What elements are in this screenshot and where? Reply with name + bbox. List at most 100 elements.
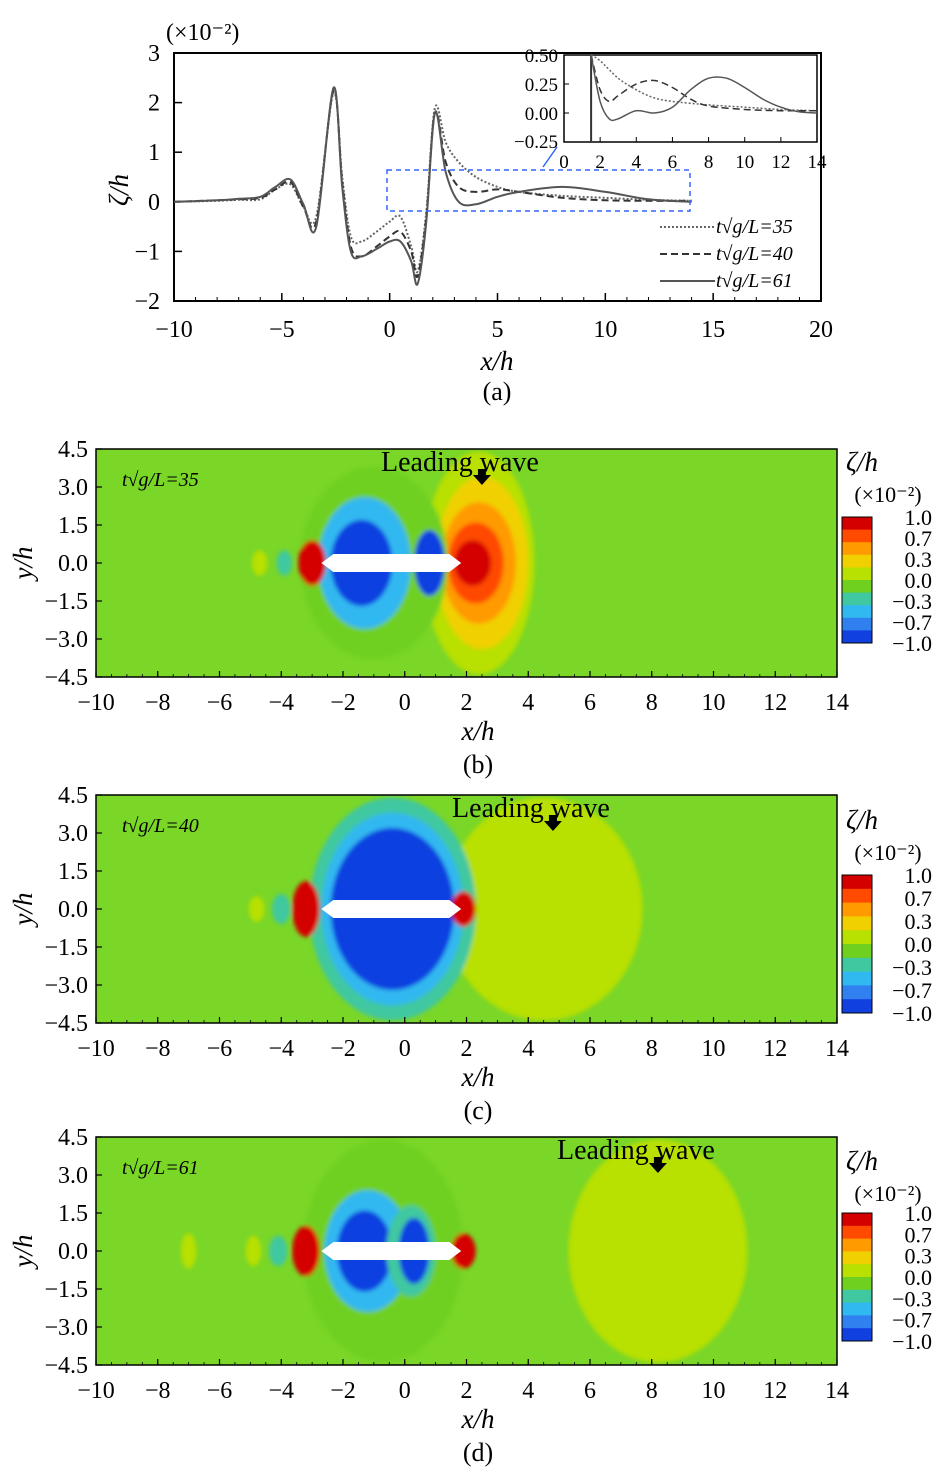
contour-blob: [451, 1233, 476, 1269]
colorbar-label: −1.0: [892, 1001, 932, 1026]
contour-time-label: t√g/L=40: [122, 815, 199, 837]
colorbar-swatch: [842, 888, 872, 904]
contour-blobs: [251, 451, 535, 675]
colorbar-swatch: [842, 1213, 872, 1227]
contour-x-tick-label: −2: [330, 690, 356, 716]
panel-a-x-tick-label: 5: [492, 317, 504, 343]
contour-ylabel: y/h: [8, 893, 38, 929]
contour-y-tick-label: 0.0: [58, 1239, 88, 1265]
colorbar-swatch: [842, 916, 872, 931]
contour-y-tick-label: −1.5: [44, 935, 88, 961]
leading-wave-arrow: [648, 1157, 667, 1173]
contour-y-tick-label: 3.0: [58, 821, 88, 847]
inset-y-ticks: 0.50 0.25 0.00 −0.25: [514, 46, 569, 153]
contour-y-tick-label: 0.0: [58, 897, 88, 923]
legend-label-61: t√g/L=61: [716, 270, 793, 292]
colorbar-swatch: [842, 1302, 872, 1316]
inset-frame: [563, 54, 818, 143]
inset-x-tick-label: 0: [559, 152, 569, 173]
panel-a-ylabel: ζ/h: [104, 174, 134, 206]
colorbar-label: −0.3: [892, 1286, 932, 1311]
contour-y-tick-label: 0.0: [58, 551, 88, 577]
contour-y-tick-label: 4.5: [58, 783, 88, 809]
panel-a-zoom-box: [386, 169, 691, 212]
colorbar-swatch: [842, 617, 872, 631]
colorbar-swatch: [842, 1225, 872, 1240]
contour-y-tick-label: 1.5: [58, 1201, 88, 1227]
colorbar-swatch: [842, 592, 872, 606]
contour-x-tick-label: 10: [702, 1378, 726, 1404]
panel-a-y-tick-label: −2: [134, 289, 160, 315]
colorbar-label: 1.0: [905, 1201, 933, 1226]
contour-y-tick-label: −1.5: [44, 1277, 88, 1303]
contour-field: [180, 1139, 748, 1363]
inset-x-tick-label: 6: [668, 152, 678, 173]
colorbar-swatch: [842, 529, 872, 543]
contour-y-tick-label: −3.0: [44, 973, 88, 999]
colorbar-label: −0.3: [892, 589, 932, 614]
inset-x-tick-label: 2: [595, 152, 605, 173]
contour-caption: (c): [464, 1096, 493, 1125]
ship-hull: [321, 554, 462, 572]
contour-x-tick-label: 14: [825, 1378, 849, 1404]
inset-x-tick-label: 12: [771, 152, 790, 173]
contour-x-tick-label: −8: [145, 690, 171, 716]
contour-x-tick-label: 14: [825, 1036, 849, 1062]
colorbar-label: 0.0: [905, 932, 933, 957]
contour-y-tick-label: −4.5: [44, 1353, 88, 1379]
inset-y-tick-label: 0.50: [525, 46, 558, 67]
colorbar-label: 0.7: [905, 886, 933, 911]
contour-y-tick-label: 3.0: [58, 475, 88, 501]
contour-x-tick-label: 0: [399, 690, 411, 716]
contour-x-tick-label: −6: [207, 1036, 233, 1062]
contour-y-tick-label: −4.5: [44, 1011, 88, 1037]
contour-time-label: t√g/L=61: [122, 1157, 199, 1179]
contour-x-tick-label: 10: [702, 1036, 726, 1062]
contour-x-tick-label: −8: [145, 1378, 171, 1404]
contour-x-tick-label: 6: [584, 1036, 596, 1062]
contour-x-tick-label: −10: [77, 1378, 115, 1404]
colorbar-swatch: [842, 1328, 872, 1342]
panel-d-contour: 4.5 3.0 1.5 0.0 −1.5 −3.0 −4.5−10 −8 −6 −4 −2 0 2 4 6 8…: [8, 1125, 932, 1467]
colorbar-label: −0.3: [892, 955, 932, 980]
ship-hull: [321, 1242, 462, 1260]
contour-x-tick-label: 12: [763, 690, 787, 716]
colorbar-swatch: [842, 605, 872, 619]
colorbar-swatch: [842, 957, 872, 973]
panel-a-series-lines: [173, 86, 692, 286]
contour-x-tick-label: 12: [763, 1378, 787, 1404]
contour-y-tick-label: 3.0: [58, 1163, 88, 1189]
contour-blob: [245, 1235, 262, 1267]
contour-caption: (b): [463, 750, 493, 779]
contour-x-tick-label: −8: [145, 1036, 171, 1062]
contour-y-tick-label: 1.5: [58, 859, 88, 885]
colorbar-label: 1.0: [905, 863, 933, 888]
contour-blob: [298, 540, 327, 586]
leading-wave-arrow: [543, 815, 562, 831]
contour-x-tick-label: −10: [77, 690, 115, 716]
colorbar-swatch: [842, 1238, 872, 1252]
contour-x-tick-label: 8: [646, 1378, 658, 1404]
contour-x-tick-label: 4: [522, 1378, 534, 1404]
contour-y-tick-label: −4.5: [44, 665, 88, 691]
colorbar-swatch: [842, 1289, 872, 1304]
panel-a-x-tick-label: 20: [809, 317, 833, 343]
ship-hull: [321, 900, 462, 918]
inset-series-lines: [590, 54, 818, 142]
colorbar-swatch: [842, 580, 872, 594]
contour-blob: [276, 550, 293, 576]
contour-x-tick-label: −4: [268, 1378, 294, 1404]
contour-blob: [451, 891, 476, 927]
legend-label-35: t√g/L=35: [716, 216, 793, 238]
colorbar-swatch: [842, 517, 872, 531]
colorbar-swatch: [842, 1264, 872, 1278]
panel-a-legend: t√g/L=35 t√g/L=40 t√g/L=61: [660, 216, 793, 292]
colorbar-title: ζ/h: [846, 1146, 878, 1176]
panel-a-y-tick-label: 2: [148, 91, 160, 117]
contour-x-tick-label: 2: [461, 1036, 473, 1062]
colorbar-label: −0.7: [892, 1308, 932, 1333]
colorbar-swatch: [842, 1277, 872, 1291]
contour-x-tick-label: −2: [330, 1378, 356, 1404]
inset-y-tick-label: 0.25: [525, 75, 558, 96]
